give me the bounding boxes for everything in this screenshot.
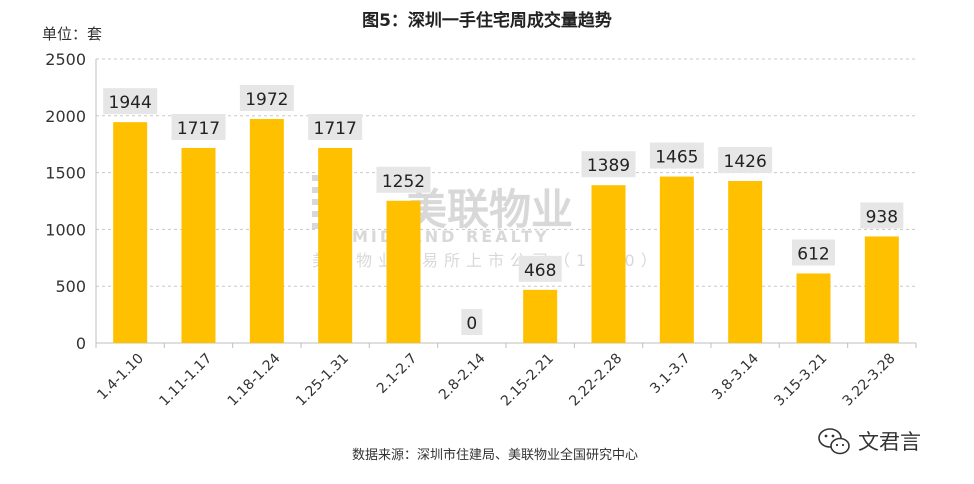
data-label: 1389 xyxy=(587,156,630,176)
y-tick-label: 0 xyxy=(76,334,86,353)
author-badge: 文君言 xyxy=(818,428,921,455)
chart-title: 图5：深圳一手住宅周成交量趋势 xyxy=(362,10,612,31)
y-tick-label: 500 xyxy=(55,277,86,296)
data-label-bg xyxy=(103,88,158,115)
bars xyxy=(113,118,899,344)
bar xyxy=(386,200,421,343)
y-axis-ticks: 0 500 1000 1500 2000 2500 xyxy=(45,50,86,353)
data-label-bg xyxy=(649,142,704,169)
data-label-bg xyxy=(860,202,904,229)
data-label: 1252 xyxy=(382,172,425,192)
data-label: 938 xyxy=(866,207,898,227)
wechat-icon xyxy=(818,428,850,455)
data-label: 1465 xyxy=(655,148,698,168)
data-labels: 1944 1717 1972 1717 1252 0 468 1389 1465 1426 612 9… xyxy=(103,84,904,335)
bar xyxy=(523,289,558,343)
data-label-bg xyxy=(581,151,636,178)
data-label: 0 xyxy=(466,314,477,334)
bar xyxy=(181,147,216,343)
bar xyxy=(249,118,284,343)
bar xyxy=(728,181,763,343)
bar xyxy=(113,122,148,344)
x-tick-label: 1.18-1.24 xyxy=(225,350,284,409)
data-label-bg xyxy=(792,239,835,266)
x-axis-ticks: 1.4-1.10 1.11-1.17 1.18-1.24 1.25-1.31 2.1-2… xyxy=(94,350,898,409)
source-note: 数据来源：深圳市住建局、美联物业全国研究中心 xyxy=(352,447,638,463)
author-name: 文君言 xyxy=(858,430,921,454)
data-label-bg xyxy=(376,166,431,193)
data-label-bg xyxy=(718,147,773,174)
data-label: 1717 xyxy=(314,119,357,139)
data-label: 1426 xyxy=(724,152,767,172)
data-label-bg xyxy=(171,113,226,140)
data-label: 1944 xyxy=(109,93,152,113)
data-label: 612 xyxy=(797,244,829,264)
grid xyxy=(95,58,917,348)
data-label-bg xyxy=(461,309,483,335)
bar xyxy=(864,236,899,343)
y-tick-label: 1000 xyxy=(45,220,86,239)
data-label-bg xyxy=(518,255,562,282)
watermark-brand: 美联物业 xyxy=(405,185,573,234)
y-axis-unit: 单位：套 xyxy=(42,25,102,43)
bar xyxy=(591,185,626,343)
bar xyxy=(659,176,694,343)
x-tick-label: 1.25-1.31 xyxy=(293,351,352,410)
bar xyxy=(796,273,831,343)
data-label-bg xyxy=(308,113,363,140)
x-tick-label: 2.1-2.7 xyxy=(374,351,420,397)
x-tick-label: 3.8-3.14 xyxy=(709,350,762,403)
y-tick-label: 2000 xyxy=(45,107,86,126)
y-tick-label: 1500 xyxy=(45,164,86,183)
x-tick-label: 1.11-1.17 xyxy=(156,351,215,410)
data-label: 1972 xyxy=(245,90,288,110)
bar xyxy=(318,147,353,343)
x-tick-label: 1.4-1.10 xyxy=(94,351,147,404)
x-tick-label: 3.22-3.28 xyxy=(840,351,899,410)
data-label: 468 xyxy=(524,261,556,281)
x-tick-label: 2.22-2.28 xyxy=(566,351,625,410)
x-tick-label: 3.15-3.21 xyxy=(771,351,830,410)
x-tick-label: 3.1-3.7 xyxy=(647,351,693,397)
x-tick-label: 2.15-2.21 xyxy=(498,351,557,410)
data-label: 1717 xyxy=(177,119,220,139)
data-label-bg xyxy=(239,84,294,111)
y-tick-label: 2500 xyxy=(45,50,86,69)
x-tick-label: 2.8-2.14 xyxy=(436,350,489,403)
